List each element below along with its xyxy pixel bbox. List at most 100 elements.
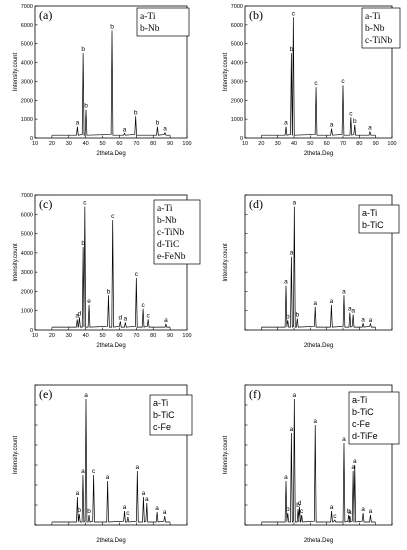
x-tick-label: 50 bbox=[307, 141, 313, 147]
legend-entry: c-TiNb bbox=[157, 228, 184, 238]
panel-letter: (d) bbox=[249, 197, 263, 211]
xrd-trace bbox=[51, 398, 171, 523]
y-tick-label: 3000 bbox=[21, 79, 33, 85]
peak-label: b bbox=[87, 508, 91, 515]
plot-frame bbox=[244, 5, 393, 139]
peak-label: d bbox=[298, 500, 302, 507]
peak-label: c bbox=[292, 10, 296, 17]
peak-label: a bbox=[361, 316, 365, 323]
x-axis-label: 2theta.Deg bbox=[96, 151, 125, 157]
peak-label: a bbox=[361, 506, 365, 513]
xrd-trace bbox=[261, 398, 376, 523]
legend-entry: a-Ti bbox=[153, 398, 168, 408]
peak-label: a bbox=[81, 468, 85, 475]
peak-label: a bbox=[293, 392, 297, 399]
peak-label: b bbox=[286, 313, 290, 320]
peak-label: a bbox=[163, 126, 167, 133]
y-axis-label: Intensity.count bbox=[223, 436, 229, 475]
y-tick-label: 6000 bbox=[21, 23, 33, 29]
plot-frame bbox=[244, 384, 393, 526]
x-tick-label: 100 bbox=[182, 141, 191, 147]
peak-label: b bbox=[81, 240, 85, 247]
y-tick-label: 7000 bbox=[21, 4, 33, 10]
peak-label: b bbox=[290, 46, 294, 53]
y-tick-label: 2000 bbox=[21, 289, 33, 295]
x-tick-label: 90 bbox=[167, 333, 173, 339]
x-tick-label: 90 bbox=[167, 141, 173, 147]
peak-label: a bbox=[368, 124, 372, 131]
peak-label: a bbox=[145, 496, 149, 503]
y-tick-label: 4000 bbox=[21, 61, 33, 67]
legend-box bbox=[361, 7, 401, 49]
peak-label: a bbox=[106, 474, 110, 481]
panel-letter: (e) bbox=[39, 387, 52, 401]
y-tick-label: 0 bbox=[240, 136, 243, 142]
peak-label: c bbox=[147, 312, 151, 319]
y-tick-label: 1000 bbox=[21, 117, 33, 123]
xrd-trace bbox=[51, 30, 171, 136]
peak-label: a bbox=[342, 288, 346, 295]
y-tick-label: 7000 bbox=[231, 4, 243, 10]
peak-label: a bbox=[330, 504, 334, 511]
peak-label: d bbox=[78, 310, 82, 317]
peak-label: a bbox=[75, 312, 79, 319]
peak-label: b bbox=[353, 118, 357, 125]
xrd-trace bbox=[261, 17, 376, 136]
legend-entry: b-TiC bbox=[352, 407, 374, 417]
peak-label: a bbox=[290, 426, 294, 433]
peak-label: a bbox=[348, 509, 352, 516]
legend-entry: d-TiC bbox=[157, 240, 179, 250]
x-tick-label: 90 bbox=[373, 141, 379, 147]
peak-label: b bbox=[156, 120, 160, 127]
panel-a: 10 20 30 40 50 60 70 80 90 1000100020003000400050… bbox=[13, 4, 192, 157]
legend-box bbox=[149, 394, 193, 436]
y-tick-label: 6000 bbox=[21, 212, 33, 218]
x-axis-label: 2theta.Deg bbox=[304, 343, 333, 349]
x-tick-label: 10 bbox=[32, 333, 38, 339]
legend-box bbox=[136, 7, 190, 37]
x-tick-label: 40 bbox=[83, 141, 89, 147]
peak-label: a bbox=[123, 126, 127, 133]
y-tick-label: 5000 bbox=[21, 42, 33, 48]
panel-letter: (a) bbox=[39, 8, 52, 22]
x-tick-label: 20 bbox=[49, 141, 55, 147]
legend-box bbox=[348, 391, 400, 445]
legend-entry: a-Ti bbox=[157, 204, 173, 214]
peak-label: c bbox=[300, 508, 304, 515]
peak-label: a bbox=[284, 120, 288, 127]
xrd-trace bbox=[261, 206, 376, 328]
peak-label: c bbox=[141, 302, 145, 309]
peak-label: c bbox=[341, 78, 345, 85]
peak-label: b bbox=[107, 288, 111, 295]
peak-label: a bbox=[163, 509, 167, 516]
y-tick-label: 6000 bbox=[231, 23, 243, 29]
x-tick-label: 10 bbox=[32, 141, 38, 147]
panel-letter: (b) bbox=[249, 8, 263, 22]
peak-label: a bbox=[76, 490, 80, 497]
legend-entry: c-TiNb bbox=[365, 36, 392, 46]
x-tick-label: 100 bbox=[182, 333, 191, 339]
x-tick-label: 70 bbox=[340, 141, 346, 147]
panel-b: 10 20 30 40 50 60 70 80 90 1000100020003000400050… bbox=[223, 4, 401, 157]
peak-label: a bbox=[76, 120, 80, 127]
panel-e: 2theta.DegIntensity.countabaabcaacaaaaa(… bbox=[13, 384, 193, 544]
peak-label: a bbox=[142, 490, 146, 497]
y-axis-label: Intensity.count bbox=[223, 53, 229, 92]
peak-label: b bbox=[77, 507, 81, 514]
peak-label: b bbox=[286, 506, 290, 513]
y-tick-label: 3000 bbox=[231, 79, 243, 85]
y-axis-label: Intensity.count bbox=[13, 436, 19, 475]
peak-label: a bbox=[136, 464, 140, 471]
x-tick-label: 20 bbox=[258, 141, 264, 147]
legend-entry: b-Nb bbox=[157, 216, 177, 226]
panel-letter: (c) bbox=[39, 197, 52, 211]
xrd-trace bbox=[51, 206, 171, 329]
legend-entry: a-Ti bbox=[362, 208, 377, 218]
x-tick-label: 80 bbox=[356, 141, 362, 147]
peak-label: a bbox=[330, 122, 334, 129]
peak-label: a bbox=[348, 306, 352, 313]
peak-label: c bbox=[349, 110, 353, 117]
panel-letter: (f) bbox=[249, 387, 261, 401]
peak-label: a bbox=[369, 508, 373, 515]
